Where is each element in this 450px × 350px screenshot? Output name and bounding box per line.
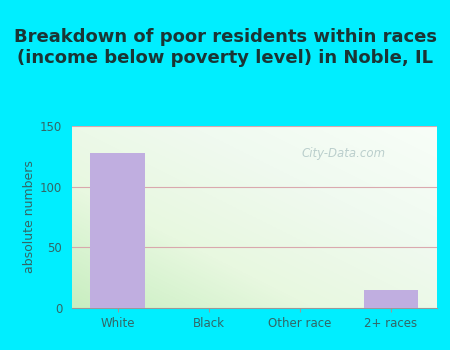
Y-axis label: absolute numbers: absolute numbers bbox=[23, 161, 36, 273]
Bar bbox=[364, 290, 418, 308]
Text: Breakdown of poor residents within races
(income below poverty level) in Noble, : Breakdown of poor residents within races… bbox=[14, 28, 436, 67]
Text: City-Data.com: City-Data.com bbox=[302, 147, 386, 160]
Bar bbox=[90, 153, 145, 308]
